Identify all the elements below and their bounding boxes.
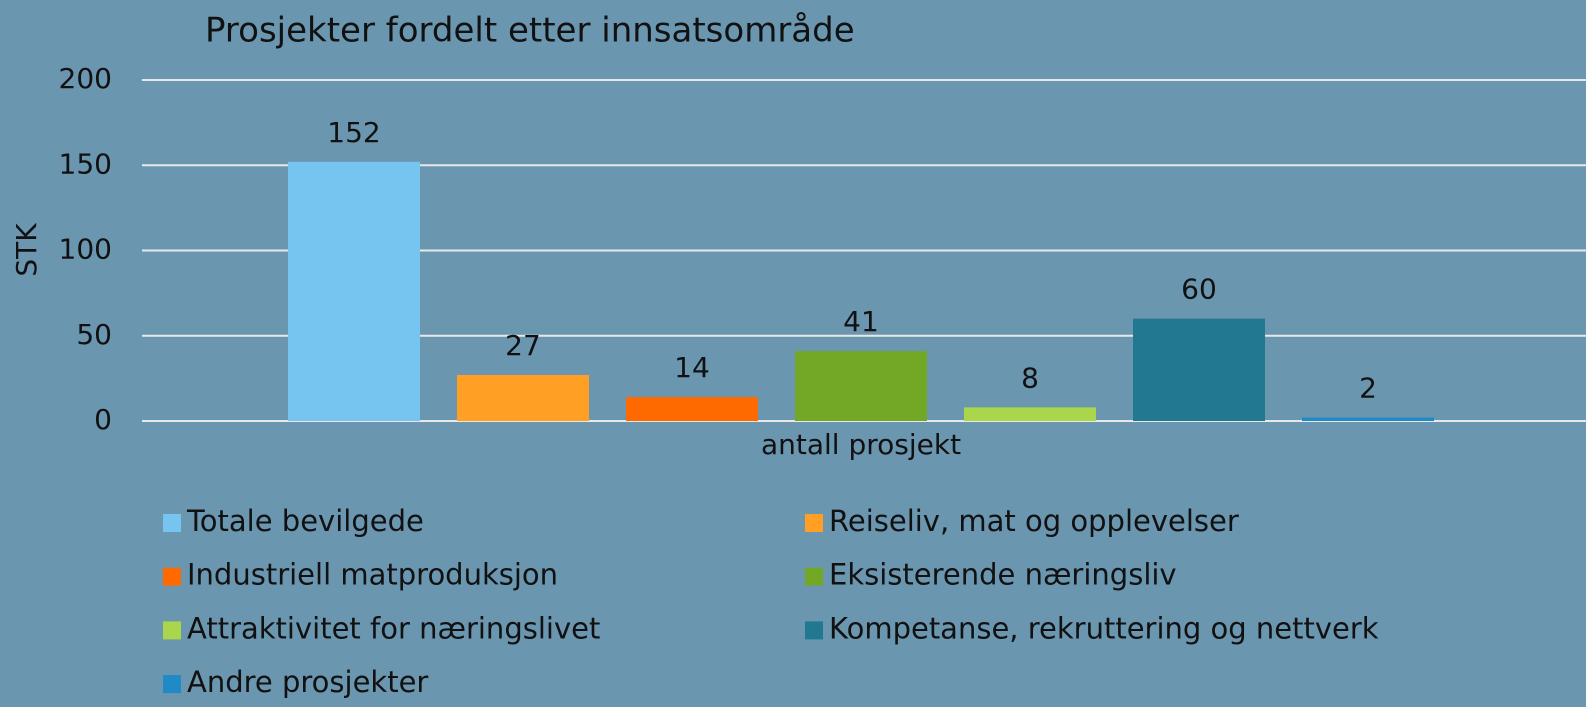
- data-label: 27: [505, 329, 541, 362]
- data-label: 41: [843, 305, 879, 338]
- legend-label: Kompetanse, rekruttering og nettverk: [829, 611, 1379, 645]
- y-tick-label: 50: [76, 318, 112, 351]
- bar: [626, 397, 758, 421]
- bar: [288, 161, 420, 421]
- bar: [1302, 417, 1434, 421]
- data-label: 60: [1181, 273, 1217, 306]
- legend-label: Reiseliv, mat og opplevelser: [829, 504, 1239, 538]
- legend-swatch: [805, 514, 823, 532]
- data-label: 14: [674, 351, 710, 384]
- legend-label: Industriell matproduksjon: [187, 558, 558, 592]
- legend-swatch: [163, 621, 181, 640]
- bar: [964, 407, 1096, 421]
- y-axis-label: STK: [10, 223, 43, 277]
- legend-label: Attraktivitet for næringslivet: [187, 611, 600, 645]
- legend-swatch: [163, 675, 181, 694]
- legend-label: Totale bevilgede: [186, 504, 424, 538]
- y-tick-label: 150: [59, 147, 112, 180]
- legend-swatch: [805, 567, 823, 586]
- legend-swatch: [163, 567, 181, 586]
- y-tick-label: 100: [59, 233, 112, 266]
- data-label: 2: [1359, 372, 1377, 405]
- bar: [457, 374, 589, 421]
- legend-swatch: [805, 621, 823, 640]
- y-tick-label: 0: [94, 403, 112, 436]
- data-label: 152: [327, 116, 380, 149]
- legend-label: Andre prosjekter: [187, 665, 428, 699]
- bar: [1133, 318, 1265, 421]
- bar: [795, 351, 927, 421]
- chart-title: Prosjekter fordelt etter innsatsområde: [205, 11, 855, 51]
- data-label: 8: [1021, 361, 1039, 394]
- y-tick-label: 200: [59, 62, 112, 95]
- legend-swatch: [163, 514, 181, 532]
- x-tick-label: antall prosjekt: [761, 428, 961, 461]
- legend-label: Eksisterende næringsliv: [829, 558, 1177, 592]
